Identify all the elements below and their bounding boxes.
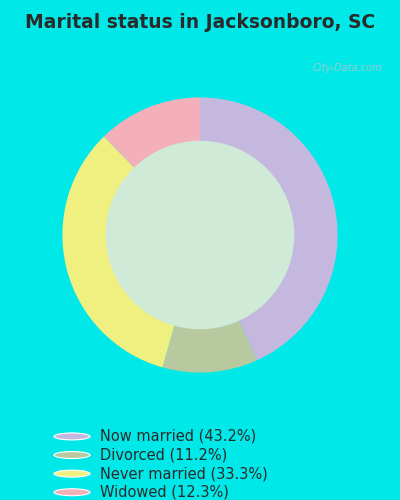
Circle shape <box>106 142 294 328</box>
Wedge shape <box>200 98 338 360</box>
Circle shape <box>54 452 90 458</box>
Text: Divorced (11.2%): Divorced (11.2%) <box>100 448 227 462</box>
Text: Never married (33.3%): Never married (33.3%) <box>100 466 268 481</box>
Wedge shape <box>104 98 200 168</box>
Wedge shape <box>62 136 174 368</box>
Text: City-Data.com: City-Data.com <box>313 63 382 73</box>
Text: Marital status in Jacksonboro, SC: Marital status in Jacksonboro, SC <box>25 12 375 32</box>
Text: Now married (43.2%): Now married (43.2%) <box>100 429 256 444</box>
Wedge shape <box>162 320 257 372</box>
Text: Widowed (12.3%): Widowed (12.3%) <box>100 485 229 500</box>
Circle shape <box>54 489 90 496</box>
Circle shape <box>54 433 90 440</box>
Circle shape <box>54 470 90 477</box>
